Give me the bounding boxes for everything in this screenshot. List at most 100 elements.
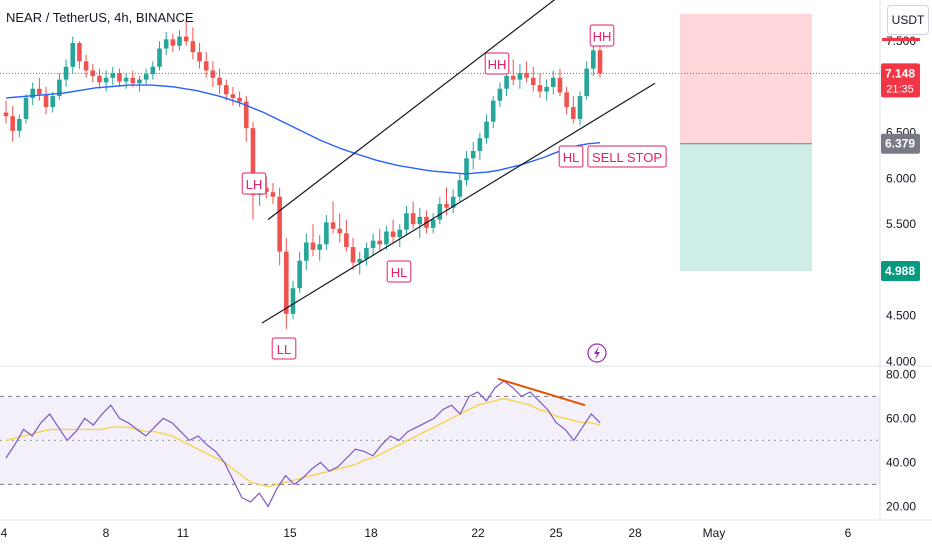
candle-body (277, 196, 282, 252)
candle-body (497, 88, 503, 101)
candle-body (524, 73, 529, 78)
price-tick-label: 7.500 (886, 34, 916, 48)
candle-body (50, 96, 56, 108)
candle-body (243, 101, 249, 129)
candle-body (377, 240, 383, 245)
candle-body (70, 43, 76, 67)
candle-body (270, 192, 276, 197)
candle-body (464, 158, 469, 181)
chart-title: NEAR / TetherUS, 4h, BINANCE (6, 10, 194, 25)
candle-body (310, 242, 316, 250)
price-label-box (881, 261, 920, 282)
candle-body (357, 258, 363, 263)
alert-bar (882, 38, 920, 41)
candle-body (484, 121, 489, 139)
candle-body (163, 39, 169, 49)
price-tick-label: 5.500 (886, 217, 916, 231)
candle-body (450, 196, 456, 208)
candle-body (344, 233, 349, 248)
price-tick-label: 4.500 (886, 309, 916, 323)
candle-body (223, 85, 229, 95)
annotation-label: HH (488, 57, 507, 72)
candle-body (370, 240, 376, 248)
target-zone (680, 143, 812, 272)
price-label-time: 21:35 (886, 83, 914, 95)
candle-body (150, 66, 156, 75)
time-tick-label: 25 (549, 526, 563, 540)
price-label-value: 4.988 (885, 264, 915, 278)
price-tick-label: 4.000 (886, 354, 916, 368)
annotation-label: LH (246, 177, 263, 192)
candle-body (384, 231, 389, 245)
channel-upper-line (267, 0, 556, 221)
channel-lower-line (261, 82, 656, 324)
candle-body (550, 77, 556, 87)
candle-body (183, 36, 189, 42)
candle-body (237, 97, 242, 102)
candle-body (477, 138, 483, 151)
candle-body (597, 50, 603, 74)
candle-body (571, 107, 576, 119)
time-tick-label: 4 (1, 526, 8, 540)
time-tick-label: 8 (103, 526, 110, 540)
time-tick-label: 11 (177, 526, 190, 540)
rsi-tick-label: 20.00 (886, 499, 916, 513)
candle-body (324, 222, 329, 245)
annotation-label: HH (593, 29, 612, 44)
rsi-tick-label: 80.00 (886, 367, 916, 381)
candle-body (557, 77, 563, 93)
candle-body (123, 77, 129, 82)
currency-button[interactable]: USDT (887, 5, 929, 35)
candle-body (290, 288, 296, 314)
candle-body (170, 39, 176, 46)
candle-body (103, 77, 109, 83)
candle-body (3, 112, 9, 117)
candle-body (10, 116, 15, 131)
price-label-box (881, 133, 920, 154)
candle-body (530, 77, 536, 86)
candle-body (317, 244, 322, 250)
candle-body (584, 68, 589, 97)
annotation-box (587, 145, 667, 168)
candle-body (77, 43, 82, 62)
candle-body (470, 150, 476, 159)
candle-body (390, 231, 396, 237)
candle-body (250, 128, 256, 195)
rsi-divergence-line (497, 377, 586, 407)
time-tick-label: May (703, 526, 726, 540)
candle-body (177, 36, 182, 46)
candle-body (397, 229, 403, 237)
candle-body (537, 85, 543, 92)
candle-body (564, 92, 569, 108)
candle-body (117, 73, 122, 82)
time-tick-label: 6 (845, 526, 852, 540)
candle-body (57, 79, 62, 97)
price-label-value: 6.379 (885, 137, 915, 151)
candle-body (517, 73, 523, 80)
candle-body (110, 73, 116, 78)
candle-body (444, 204, 449, 208)
candle-body (437, 204, 443, 220)
candle-body (30, 88, 35, 98)
candle-body (350, 247, 356, 263)
candle-body (457, 180, 463, 197)
annotation-box (558, 145, 584, 168)
candle-body (97, 75, 102, 83)
candle-body (83, 61, 89, 71)
candle-body (504, 75, 509, 89)
candle-body (157, 48, 162, 67)
price-label-value: 7.148 (885, 66, 915, 80)
candle-body (203, 61, 209, 71)
time-tick-label: 22 (471, 526, 485, 540)
annotation-label: LL (277, 342, 291, 357)
rsi-tick-label: 60.00 (886, 411, 916, 425)
candle-body (544, 86, 549, 92)
time-tick-label: 18 (364, 526, 378, 540)
candle-body (130, 77, 136, 84)
candle-body (143, 74, 149, 80)
annotation-box (241, 172, 267, 195)
candle-body (430, 219, 436, 228)
moving-average-line (5, 84, 601, 175)
annotation-label: HL (391, 265, 408, 280)
